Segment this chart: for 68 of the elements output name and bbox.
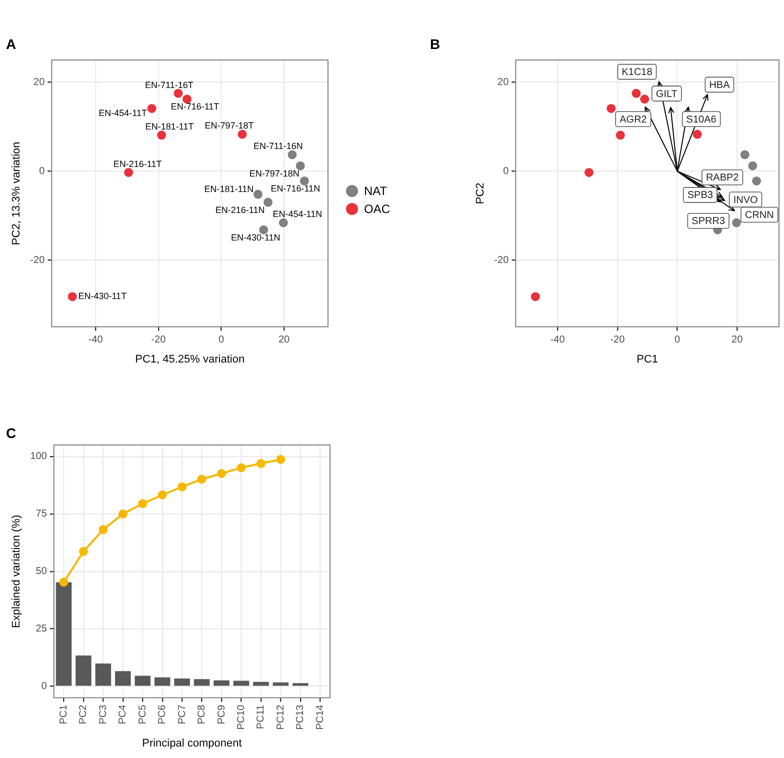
data-label: HBA [709, 80, 730, 91]
y-tick-label: 20 [498, 76, 510, 88]
data-label: K1C18 [622, 67, 653, 78]
y-axis-title: Explained variation (%) [10, 514, 23, 628]
data-label: RABP2 [706, 172, 740, 184]
x-axis-title: Principal component [142, 737, 242, 750]
y-tick-label: 25 [36, 624, 48, 635]
y-tick-label: 0 [41, 681, 48, 692]
data-label: SPRR3 [692, 216, 726, 228]
x-tick-label: PC3 [98, 704, 109, 724]
data-label: EN-716-11N [270, 183, 320, 194]
chart-title: C [6, 425, 16, 441]
x-tick-label: PC6 [157, 704, 168, 724]
chart-title: A [6, 36, 16, 52]
data-label: INVO [733, 194, 758, 206]
data-label: EN-216-11N [215, 204, 265, 215]
x-tick-label: PC14 [314, 704, 326, 730]
data-label: EN-181-11T [145, 122, 194, 132]
x-axis-title: PC1 [636, 353, 658, 366]
x-axis-title: PC1, 45.25% variation [135, 353, 245, 366]
x-tick-label: PC12 [275, 704, 286, 730]
legend-label: NAT [364, 184, 388, 198]
data-label: SPB3 [687, 190, 714, 202]
data-label: EN-454-11N [272, 209, 322, 220]
x-tick-label: -20 [610, 334, 626, 346]
x-tick-label: -40 [550, 334, 566, 346]
y-axis-title: PC2, 13.3% variation [10, 142, 23, 246]
data-label: EN-711-16T [145, 80, 194, 90]
data-label: EN-430-11N [230, 232, 280, 242]
data-label: GILT [656, 88, 678, 100]
x-tick-label: -20 [151, 334, 166, 346]
x-tick-label: 0 [218, 334, 224, 346]
data-label: EN-797-18N [249, 168, 300, 178]
y-tick-label: 75 [36, 508, 48, 520]
chart-title: B [430, 36, 440, 52]
data-label: EN-454-11T [98, 108, 148, 118]
data-label: AGR2 [620, 114, 648, 126]
y-tick-label: 50 [36, 566, 48, 578]
data-label: EN-797-18T [204, 120, 254, 131]
y-tick-label: 0 [39, 166, 46, 177]
x-tick-label: 20 [732, 334, 744, 346]
data-label: EN-216-11T [113, 158, 162, 169]
x-tick-label: PC5 [137, 704, 148, 724]
x-tick-label: PC10 [236, 704, 247, 730]
x-tick-label: PC13 [295, 704, 306, 730]
x-tick-label: -40 [88, 334, 104, 346]
legend-label: OAC [364, 202, 390, 216]
data-label: S10A6 [686, 114, 717, 126]
x-tick-label: 20 [278, 334, 290, 346]
data-label: CRNN [744, 210, 774, 221]
x-tick-label: PC4 [118, 704, 129, 724]
x-tick-label: PC2 [78, 704, 90, 724]
y-tick-label: 0 [503, 166, 510, 177]
data-label: EN-716-11T [170, 102, 220, 112]
x-tick-label: PC11 [256, 704, 267, 730]
data-label: EN-711-16N [254, 141, 303, 152]
y-tick-label: 100 [30, 451, 48, 462]
y-tick-label: 20 [34, 76, 46, 88]
x-tick-label: PC1 [58, 704, 70, 724]
y-axis-title: PC2 [474, 182, 487, 204]
x-tick-label: PC7 [176, 704, 188, 724]
data-label: EN-430-11T [78, 291, 128, 302]
y-tick-label: -20 [494, 254, 510, 266]
x-tick-label: 0 [674, 334, 680, 346]
x-tick-label: PC9 [216, 704, 228, 724]
y-tick-label: -20 [30, 254, 46, 266]
data-label: EN-181-11N [204, 184, 254, 194]
x-tick-label: PC8 [196, 704, 208, 724]
